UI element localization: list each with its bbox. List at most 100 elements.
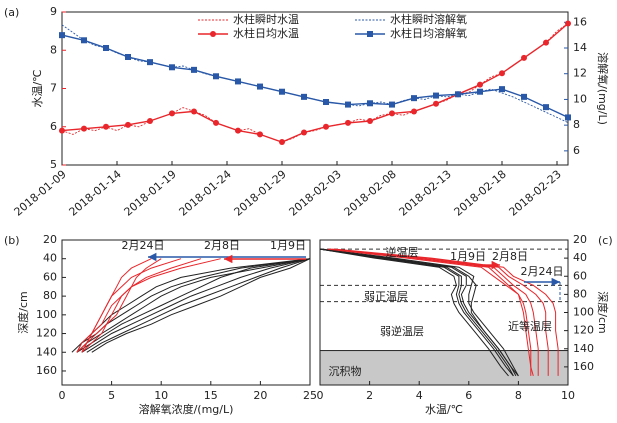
panel-label: (b) bbox=[4, 234, 20, 247]
x-tick-label: 5 bbox=[108, 389, 115, 402]
y2-tick-label: 8 bbox=[573, 118, 580, 131]
series-line bbox=[61, 34, 569, 119]
point bbox=[499, 86, 505, 93]
y-tick-label: 8 bbox=[50, 43, 57, 56]
point bbox=[279, 139, 285, 146]
point bbox=[235, 78, 241, 85]
x-axis-label: 溶解氧浓度/(mg/L) bbox=[139, 402, 234, 416]
y-axis-label: 深度/cm bbox=[16, 291, 30, 333]
point bbox=[433, 92, 439, 99]
profile-line bbox=[327, 248, 532, 376]
y-tick-label: 120 bbox=[36, 327, 57, 340]
annotation: 沉积物 bbox=[329, 364, 362, 378]
point bbox=[411, 95, 417, 102]
y-tick-label: 120 bbox=[573, 324, 594, 337]
y2-tick-label: 14 bbox=[573, 41, 587, 54]
x-tick-label: 10 bbox=[154, 389, 168, 402]
y-tick-label: 20 bbox=[573, 233, 587, 246]
profile-line bbox=[319, 248, 509, 377]
annotation: 弱正温层 bbox=[364, 290, 408, 303]
profile-line bbox=[329, 248, 534, 377]
y-tick-label: 9 bbox=[50, 5, 57, 18]
plot-frame bbox=[61, 239, 311, 386]
point bbox=[433, 100, 439, 107]
point bbox=[257, 131, 263, 138]
point bbox=[191, 108, 197, 115]
y2-tick-label: 10 bbox=[573, 92, 587, 105]
point bbox=[213, 119, 219, 126]
y-tick-label: 5 bbox=[50, 158, 57, 171]
annotation: 2月24日 bbox=[122, 239, 165, 252]
y2-tick-label: 16 bbox=[573, 15, 587, 28]
point bbox=[191, 66, 197, 73]
annotation: 逆温层 bbox=[386, 245, 419, 259]
point bbox=[147, 118, 153, 125]
x-tick-label: 2018-02-13 bbox=[397, 168, 454, 219]
point bbox=[521, 54, 527, 61]
point bbox=[169, 110, 175, 117]
point bbox=[301, 129, 307, 136]
point bbox=[345, 101, 351, 108]
point bbox=[81, 125, 87, 132]
point bbox=[235, 127, 241, 134]
x-tick-label: 6 bbox=[465, 389, 472, 402]
x-tick-label: 4 bbox=[416, 389, 423, 402]
y-tick-label: 6 bbox=[50, 120, 57, 133]
x-axis-label: 水温/℃ bbox=[425, 403, 463, 416]
annotation: 1月9日 bbox=[270, 239, 306, 252]
y-tick-label: 160 bbox=[36, 364, 57, 377]
y2-axis-label: 溶解氧/(mg/L) bbox=[596, 52, 610, 125]
legend-marker bbox=[210, 31, 216, 37]
point bbox=[125, 121, 131, 128]
point bbox=[455, 91, 461, 98]
annotation: 近等温层 bbox=[508, 319, 552, 333]
profile-line bbox=[319, 248, 514, 377]
legend-label: 水柱瞬时水温 bbox=[233, 12, 299, 26]
y-tick-label: 7 bbox=[50, 82, 57, 95]
series-line bbox=[61, 23, 569, 143]
y-axis-label: 水温/℃ bbox=[31, 69, 44, 107]
sediment bbox=[319, 350, 569, 386]
annotation: 弱逆温层 bbox=[380, 324, 424, 338]
x-tick-label: 2018-02-03 bbox=[287, 168, 344, 219]
point bbox=[147, 59, 153, 66]
profile-line bbox=[76, 258, 311, 353]
y-tick-label: 40 bbox=[573, 251, 587, 264]
point bbox=[367, 118, 373, 125]
x-tick-label: 0 bbox=[317, 389, 324, 402]
point bbox=[411, 108, 417, 115]
profile-line bbox=[81, 258, 162, 353]
y-tick-label: 100 bbox=[573, 306, 594, 319]
y-tick-label: 40 bbox=[43, 252, 57, 265]
series-line bbox=[61, 24, 569, 124]
legend-label: 水柱日均水温 bbox=[233, 26, 299, 40]
point bbox=[543, 39, 549, 46]
x-tick-label: 10 bbox=[561, 389, 575, 402]
x-tick-label: 2018-02-08 bbox=[342, 168, 399, 219]
point bbox=[81, 37, 87, 44]
y-tick-label: 80 bbox=[573, 287, 587, 300]
point bbox=[59, 127, 65, 134]
plot-frame bbox=[61, 11, 569, 166]
point bbox=[521, 93, 527, 100]
y-tick-label: 140 bbox=[36, 345, 57, 358]
point bbox=[301, 93, 307, 100]
y-axis-label: 深度/cm bbox=[596, 291, 610, 333]
x-tick-label: 25 bbox=[303, 389, 317, 402]
legend-label: 水柱日均溶解氧 bbox=[390, 26, 467, 40]
point bbox=[103, 45, 109, 51]
profile-line bbox=[86, 258, 311, 353]
x-tick-label: 8 bbox=[515, 389, 522, 402]
x-tick-label: 2018-02-18 bbox=[452, 168, 509, 219]
point bbox=[477, 81, 483, 88]
point bbox=[389, 110, 395, 117]
point bbox=[389, 101, 395, 108]
point bbox=[543, 104, 549, 111]
profile-line bbox=[76, 258, 311, 353]
point bbox=[477, 88, 483, 95]
x-tick-label: 0 bbox=[59, 389, 66, 402]
x-tick-label: 2018-01-29 bbox=[232, 168, 289, 219]
y-tick-label: 60 bbox=[573, 269, 587, 282]
point bbox=[323, 123, 329, 130]
annotation: 2月8日 bbox=[492, 250, 528, 263]
